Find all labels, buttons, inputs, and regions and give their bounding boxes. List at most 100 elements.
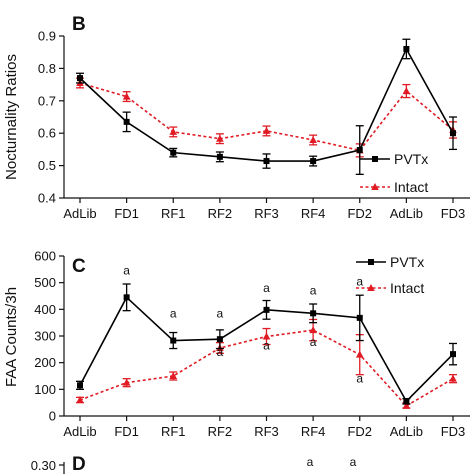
data-point: [355, 350, 364, 358]
y-tick-label: 0.9: [38, 29, 56, 44]
data-point: [449, 374, 457, 382]
series-pvtx: [76, 38, 457, 175]
x-tick-label: FD1: [114, 206, 139, 221]
data-point: [263, 158, 270, 165]
data-point: [77, 75, 83, 82]
data-point: [450, 130, 456, 137]
panel-letter: B: [72, 14, 86, 35]
data-point: [356, 147, 363, 154]
significance-annotation: a: [350, 455, 357, 469]
significance-annotation: a: [263, 281, 270, 295]
legend: PVTx Intact: [356, 254, 424, 296]
panel-B: B 0.4 0.5 0.6 0.7 0.8 0.9 AdLib FD1 RF1 RF2 RF3 RF4 F…: [3, 14, 470, 221]
y-tick-label: 300: [34, 329, 56, 344]
data-point: [356, 314, 363, 321]
legend-label: PVTx: [390, 254, 424, 270]
x-tick-label: RF3: [254, 206, 279, 221]
significance-annotation: a: [217, 306, 224, 320]
data-point: [262, 126, 271, 134]
significance-annotation: a: [310, 284, 317, 298]
y-tick-label: 0.5: [38, 158, 56, 173]
series-line: [79, 47, 454, 162]
data-point: [170, 149, 177, 156]
x-tick-label: RF3: [254, 424, 279, 439]
data-point: [216, 134, 224, 142]
data-point: [309, 326, 317, 334]
significance-annotation: a: [356, 274, 363, 288]
series-intact: [76, 77, 457, 158]
significance-annotation: a: [356, 372, 363, 386]
x-tick-label: AdLib: [63, 206, 96, 221]
significance-annotation: a: [217, 345, 224, 359]
x-tick-label: AdLib: [390, 424, 423, 439]
x-tick-label: FD2: [347, 206, 372, 221]
data-point: [310, 158, 317, 165]
legend-marker: [372, 156, 378, 162]
y-tick-label: 0: [49, 409, 56, 424]
data-point: [262, 332, 271, 340]
legend-label: Intact: [390, 280, 424, 296]
legend-label: Intact: [394, 179, 428, 195]
data-point: [450, 351, 456, 358]
data-point: [169, 127, 178, 135]
y-tick-label: 500: [34, 275, 56, 290]
x-tick-label: AdLib: [63, 424, 96, 439]
y-tick-label: 0.8: [38, 61, 56, 76]
panel-D: D 0.30 a a: [31, 454, 357, 474]
legend-marker: [368, 259, 374, 265]
data-point: [216, 336, 223, 343]
legend-marker: [371, 183, 379, 190]
data-point: [77, 382, 83, 389]
data-point: [123, 294, 130, 301]
x-tick-label: RF1: [161, 424, 186, 439]
series-intact: [76, 318, 457, 409]
data-point: [76, 396, 84, 403]
x-tick-label: FD1: [114, 424, 139, 439]
series-line: [79, 82, 454, 152]
panel-letter: C: [72, 256, 86, 277]
data-point: [310, 310, 317, 317]
y-tick-label: 200: [34, 355, 56, 370]
x-tick-label: FD3: [441, 424, 466, 439]
x-tick-label: RF2: [208, 206, 233, 221]
x-tick-label: FD3: [441, 206, 466, 221]
legend-label: PVTx: [394, 151, 428, 167]
data-point: [402, 401, 411, 409]
y-tick-label: 0.30: [31, 458, 56, 473]
data-point: [402, 87, 411, 95]
data-point: [169, 372, 178, 379]
x-tick-label: RF4: [301, 424, 326, 439]
data-point: [122, 378, 131, 386]
y-tick-label: 400: [34, 302, 56, 317]
y-tick-label: 0.7: [38, 93, 56, 108]
data-point: [170, 337, 177, 344]
y-axis-label: Nocturnality Ratios: [3, 54, 20, 180]
significance-annotation: a: [170, 306, 177, 320]
significance-annotation: a: [310, 335, 317, 349]
y-tick-label: 0.6: [38, 126, 56, 141]
data-point: [123, 118, 130, 125]
data-point: [263, 306, 270, 313]
significance-annotation: a: [123, 264, 130, 278]
series-pvtx: [76, 283, 457, 405]
data-point: [216, 153, 223, 160]
significance-annotation: a: [307, 455, 314, 469]
panel-letter: D: [72, 454, 86, 474]
data-point: [309, 136, 317, 144]
legend: PVTx Intact: [360, 151, 428, 195]
significance-annotation: a: [263, 338, 270, 352]
x-tick-label: AdLib: [390, 206, 423, 221]
x-tick-label: RF1: [161, 206, 186, 221]
data-point: [403, 398, 410, 405]
y-tick-label: 100: [34, 382, 56, 397]
data-point: [403, 45, 410, 52]
data-point: [122, 92, 131, 100]
y-tick-label: 600: [34, 249, 56, 264]
y-axis-label: FAA Counts/3h: [3, 287, 20, 387]
legend-marker: [367, 284, 375, 291]
x-tick-label: RF2: [208, 424, 233, 439]
x-tick-label: RF4: [301, 206, 326, 221]
panel-C: C 0 100 200 300 400 500 600 AdLib FD1 RF1 RF2 RF3 RF4…: [3, 249, 470, 439]
y-tick-label: 0.4: [38, 191, 56, 206]
